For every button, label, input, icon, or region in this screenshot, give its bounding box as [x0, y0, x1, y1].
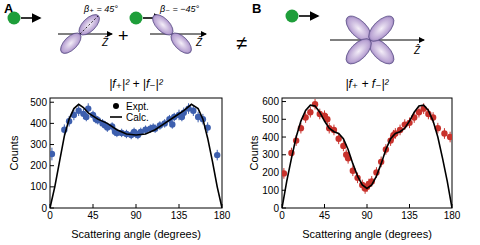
lobes	[149, 11, 195, 57]
plot-data	[50, 103, 222, 208]
y-tick	[282, 119, 286, 120]
lobe-pair	[149, 11, 195, 57]
x-tick	[93, 204, 94, 208]
calc-line	[282, 105, 452, 208]
particle	[8, 12, 21, 25]
x-axis-label: Scattering angle (degrees)	[71, 228, 201, 240]
x-tick	[409, 204, 410, 208]
expt-point	[190, 107, 196, 113]
y-tick-label: 200	[262, 167, 279, 178]
y-tick	[282, 137, 286, 138]
lobe-pair	[342, 12, 399, 69]
y-tick	[50, 186, 54, 187]
plot-frame	[282, 98, 452, 208]
y-tick-label: 0	[273, 203, 279, 214]
beta-line	[80, 16, 98, 34]
particle	[130, 12, 143, 25]
schematic: Ẑ	[286, 10, 425, 69]
particle	[286, 10, 299, 23]
y-tick-label: 100	[30, 181, 47, 192]
lobes	[342, 12, 399, 69]
x-tick	[324, 204, 325, 208]
expt-point	[307, 109, 313, 115]
plot-data	[282, 99, 452, 208]
expt-point	[447, 134, 452, 140]
legend-marker	[113, 103, 119, 109]
x-tick-label: 0	[279, 210, 285, 221]
legend-label: Calc.	[126, 112, 149, 123]
annotation: +	[118, 26, 129, 46]
schematic: β₊ = 45° β₋ = −45° Ẑ Ẑ + ≠	[8, 4, 248, 57]
y-tick	[50, 123, 54, 124]
y-tick	[282, 154, 286, 155]
y-tick-label: 500	[30, 97, 47, 108]
beam-arrow	[21, 17, 40, 19]
x-tick	[367, 204, 368, 208]
y-axis-label: Counts	[8, 135, 20, 170]
y-axis-label: Counts	[248, 135, 260, 170]
lobe-pair	[57, 11, 103, 57]
annotation: β₋ = −45°	[159, 4, 199, 14]
x-tick	[136, 204, 137, 208]
annotation: ≠	[236, 32, 247, 54]
y-tick-label: 100	[262, 185, 279, 196]
expt-point	[214, 152, 220, 158]
y-tick-label: 400	[262, 132, 279, 143]
expt-point	[83, 114, 89, 120]
lobe	[364, 12, 398, 46]
x-axis-label: Scattering angle (degrees)	[302, 228, 432, 240]
y-tick-label: 500	[262, 114, 279, 125]
panel: Aβ₊ = 45°β₋ = −45°ẐẐ+≠|f₊|² + |f₋|²04590…	[4, 1, 247, 240]
y-tick	[282, 101, 286, 102]
x-tick-label: 45	[319, 210, 331, 221]
x-tick-label: 0	[47, 210, 53, 221]
figure: Aβ₊ = 45°β₋ = −45°ẐẐ+≠|f₊|² + |f₋|²04590…	[0, 0, 480, 245]
y-tick-label: 300	[262, 149, 279, 160]
y-tick-label: 400	[30, 118, 47, 129]
title: |f₊|² + |f₋|²	[109, 77, 163, 91]
x-tick	[179, 204, 180, 208]
x-tick-label: 45	[87, 210, 99, 221]
plot-frame	[50, 98, 222, 208]
background	[0, 0, 480, 245]
panel: B Ẑ |f₊ + f₋|² 0 45 90 135 180 0 100 200 300 400 500 6…	[248, 1, 461, 240]
expt-point	[169, 121, 175, 127]
annotation: Ẑ	[195, 36, 203, 48]
x-tick-label: 135	[401, 210, 418, 221]
annotation: Ẑ	[101, 36, 109, 48]
y-tick-label: 300	[30, 139, 47, 150]
beam-arrow	[299, 15, 318, 17]
y-tick-label: 0	[41, 203, 47, 214]
x-tick-label: 180	[444, 210, 461, 221]
expt-point	[282, 170, 287, 176]
annotation: β₊ = 45°	[83, 4, 118, 14]
calc-line	[50, 104, 222, 208]
x-tick-label: 135	[171, 210, 188, 221]
lobes	[57, 11, 103, 57]
y-tick-label: 200	[30, 160, 47, 171]
y-tick	[50, 165, 54, 166]
legend-line	[110, 116, 122, 118]
expt-point	[441, 130, 447, 136]
title: |f₊ + f₋|²	[345, 77, 389, 91]
x-tick-label: 180	[214, 210, 231, 221]
panel-label: B	[252, 1, 261, 16]
annotation: Ẑ	[413, 44, 421, 56]
y-tick	[50, 144, 54, 145]
legend-label: Expt.	[126, 101, 149, 112]
legend: Expt.Calc.	[110, 101, 149, 123]
expt-point	[50, 151, 55, 157]
y-tick-label: 600	[262, 96, 279, 107]
x-tick-label: 90	[361, 210, 373, 221]
lobe-pair	[342, 12, 399, 69]
x-tick-label: 90	[130, 210, 142, 221]
lobe	[149, 11, 177, 39]
y-tick	[50, 102, 54, 103]
